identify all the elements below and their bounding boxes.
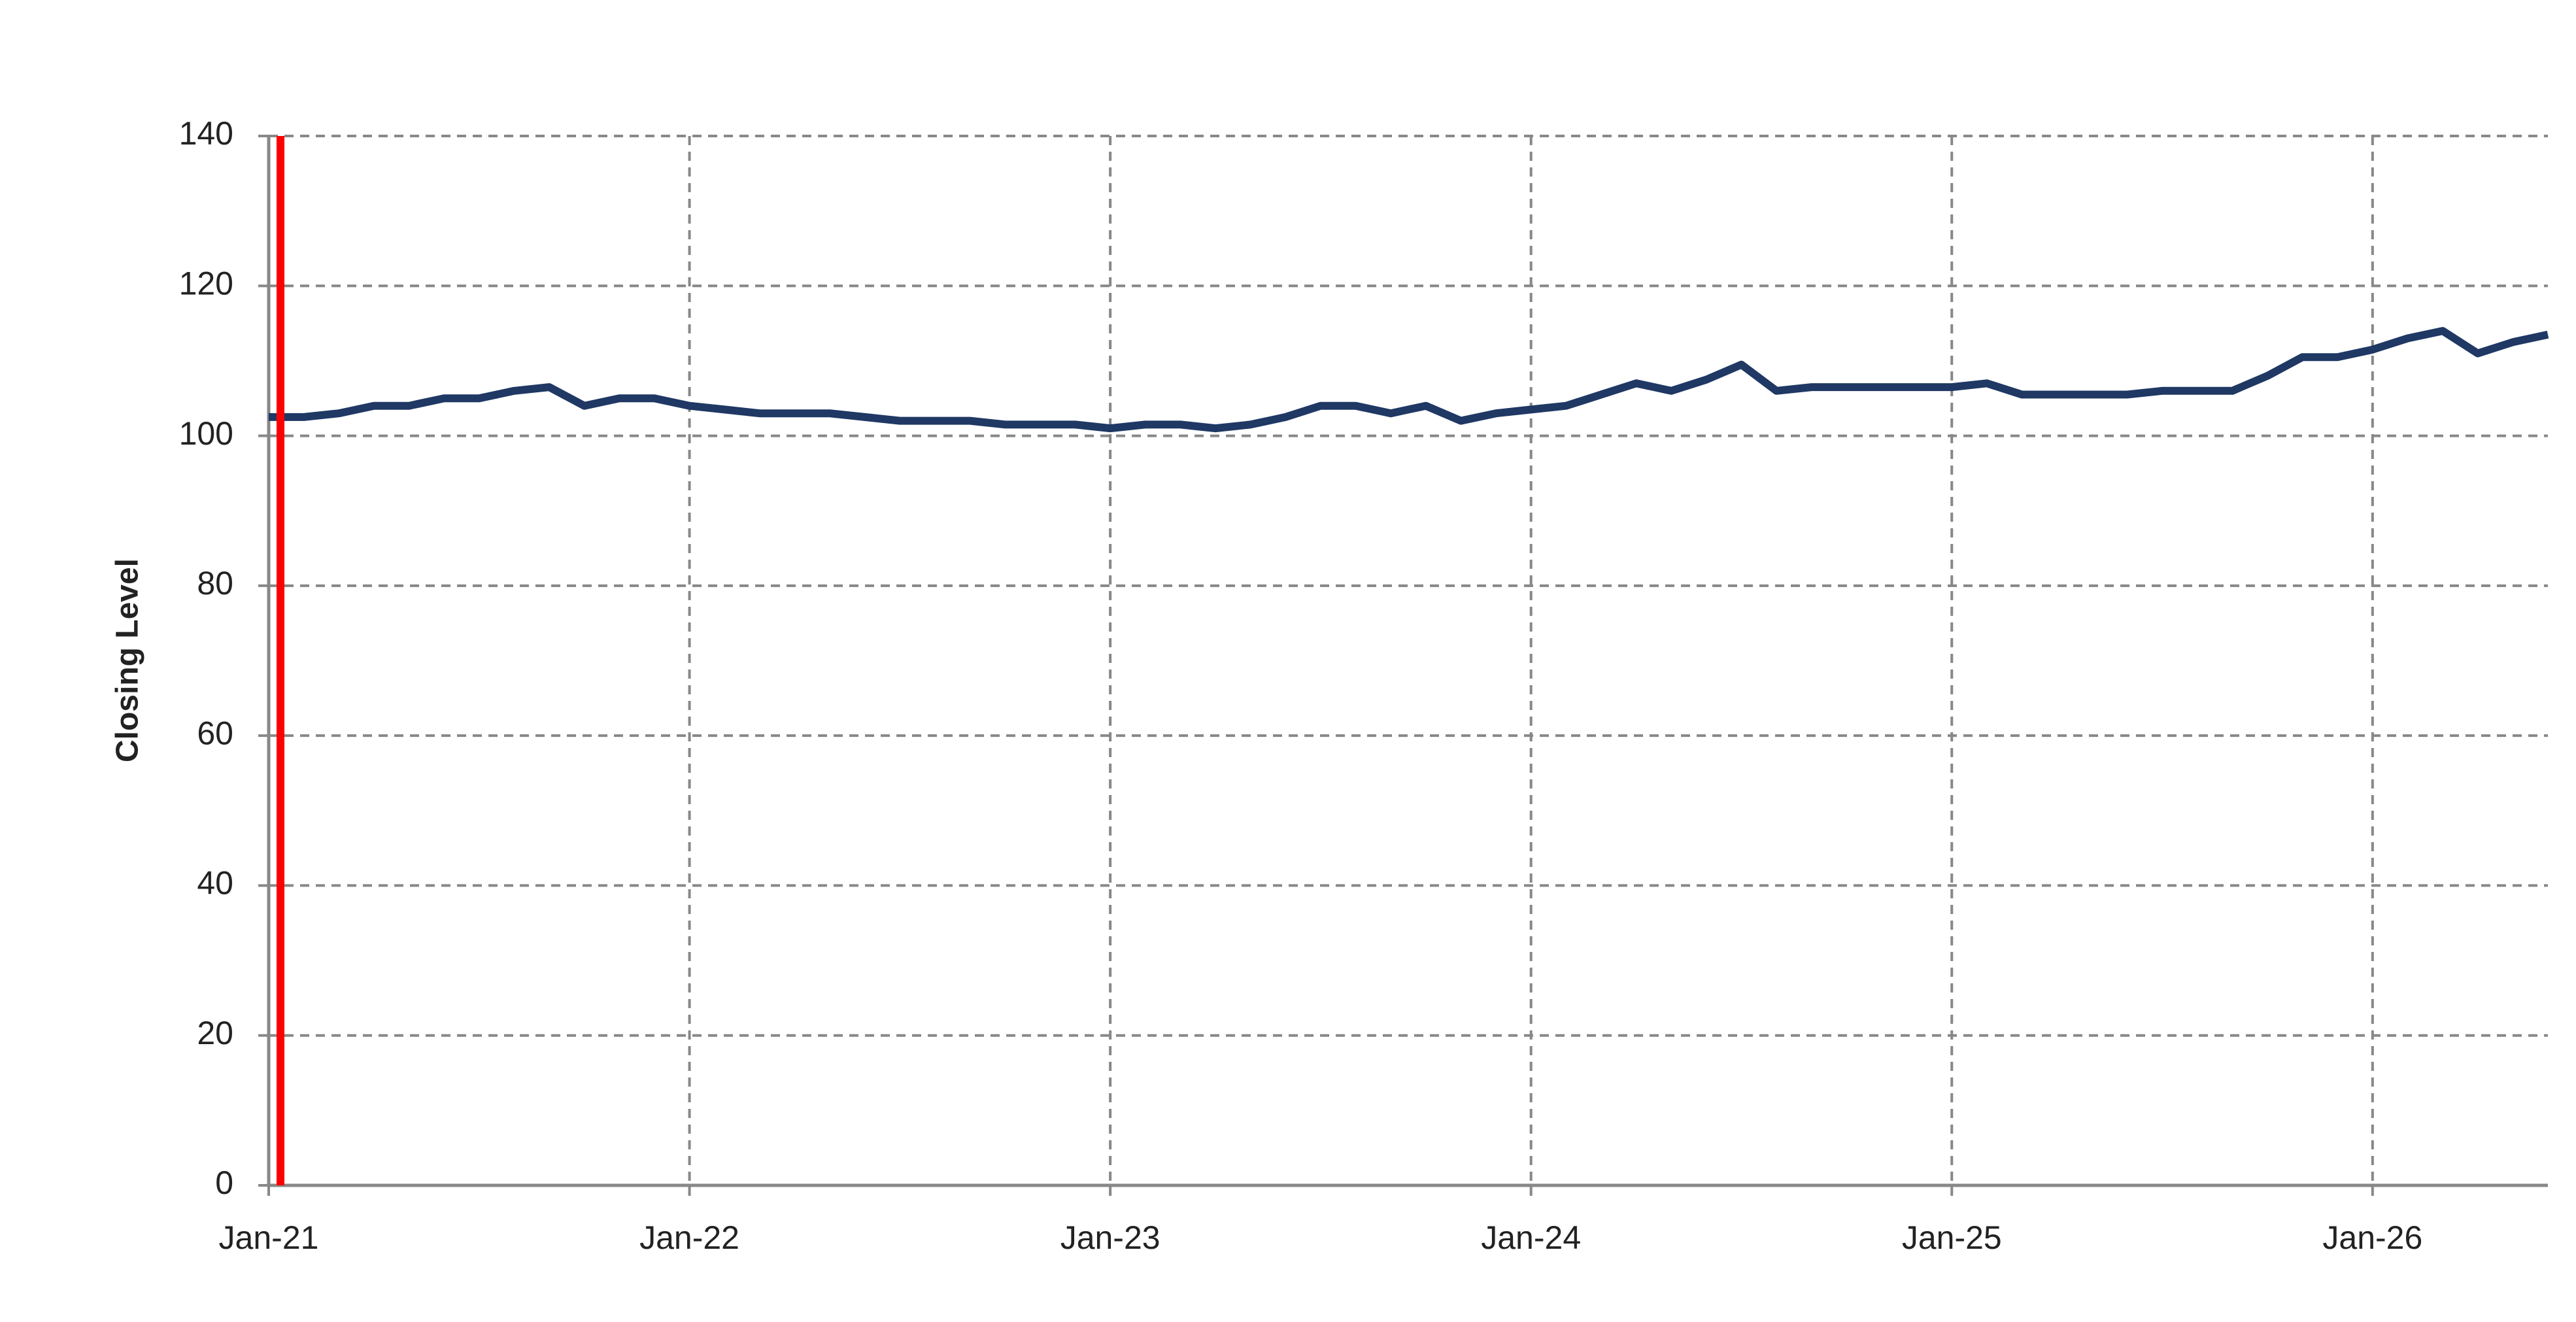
x-tick-label: Jan-23	[1060, 1219, 1161, 1256]
y-tick-label: 60	[197, 715, 233, 751]
data-line	[269, 327, 2549, 433]
y-tick-label: 0	[215, 1164, 233, 1201]
x-tick-label: Jan-22	[639, 1219, 739, 1256]
x-tick-label: Jan-21	[219, 1219, 319, 1256]
y-axis-label: Closing Level	[110, 558, 145, 762]
y-tick-label: 100	[179, 415, 233, 452]
y-tick-label: 120	[179, 265, 233, 301]
y-tick-label: 140	[179, 115, 233, 152]
x-tick-label: Jan-24	[1481, 1219, 1581, 1256]
x-tick-label: Jan-26	[2322, 1219, 2422, 1256]
y-tick-label: 80	[197, 565, 233, 602]
y-tick-label: 40	[197, 865, 233, 902]
x-tick-label: Jan-25	[1902, 1219, 2002, 1256]
y-tick-label: 20	[197, 1015, 233, 1051]
